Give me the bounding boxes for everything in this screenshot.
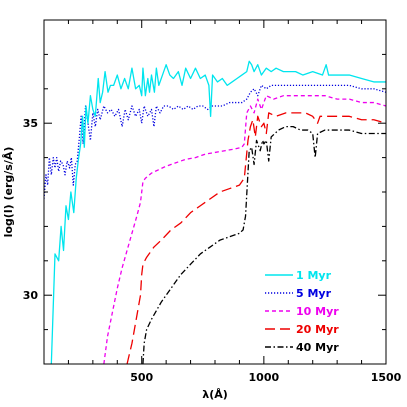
y-axis-title: log(l) (erg/s/Å) bbox=[2, 147, 15, 238]
series-line-5 bbox=[142, 125, 386, 364]
series-line-4 bbox=[126, 112, 386, 364]
series-line-3 bbox=[103, 95, 386, 364]
x-tick-label: 1500 bbox=[371, 371, 402, 384]
y-tick-label: 35 bbox=[23, 117, 38, 130]
tick-labels-layer: 500 1000 1500 30 35 bbox=[23, 117, 402, 384]
series-line-1 bbox=[50, 60, 386, 364]
x-tick-label: 500 bbox=[130, 371, 153, 384]
x-tick-label: 1000 bbox=[249, 371, 280, 384]
ticks-layer bbox=[44, 20, 386, 364]
series-layer bbox=[44, 60, 386, 364]
legend-label-1: 1 Myr bbox=[296, 269, 332, 282]
legend: 1 Myr 5 Myr 10 Myr 20 Myr 40 Myr bbox=[265, 269, 339, 354]
legend-label-4: 20 Myr bbox=[296, 323, 339, 336]
legend-label-2: 5 Myr bbox=[296, 287, 332, 300]
legend-label-3: 10 Myr bbox=[296, 305, 339, 318]
x-axis-title: λ(Å) bbox=[202, 388, 228, 401]
y-tick-label: 30 bbox=[23, 289, 39, 302]
legend-label-5: 40 Myr bbox=[296, 341, 339, 354]
series-line-2 bbox=[44, 84, 386, 199]
